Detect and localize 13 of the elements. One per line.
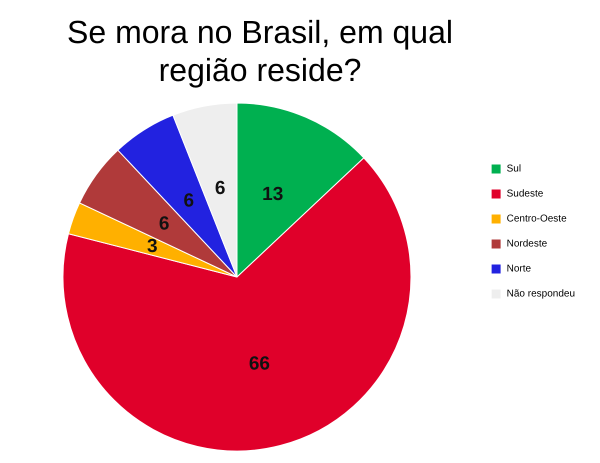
data-label: 3 <box>147 236 158 258</box>
legend-label: Nordeste <box>506 238 548 250</box>
data-label: 6 <box>214 178 226 200</box>
chart-title: Se mora no Brasil, em qual região reside? <box>67 14 453 88</box>
legend-label: Sul <box>506 164 522 174</box>
data-label: 66 <box>248 354 270 375</box>
data-label: 6 <box>183 190 194 212</box>
legend-label: Centro-Oeste <box>506 214 568 224</box>
legend-label: Não respondeu <box>506 288 576 300</box>
data-label: 6 <box>158 214 170 235</box>
data-label: 13 <box>262 184 284 205</box>
legend-label: Norte <box>506 264 532 274</box>
legend-label: Sudeste <box>506 188 544 200</box>
